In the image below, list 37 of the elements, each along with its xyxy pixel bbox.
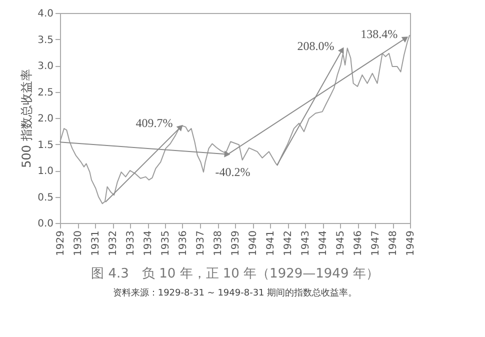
- annotation: 138.4%: [360, 27, 398, 42]
- y-tick-label: 2.0: [38, 114, 54, 124]
- y-tick-label: 3.5: [38, 34, 54, 46]
- y-tick-label: 1.5: [38, 140, 54, 151]
- x-tick-label: 1944: [318, 230, 329, 256]
- x-tick-label: 1935: [160, 230, 172, 256]
- annotation: 409.7%: [136, 116, 173, 130]
- x-tick-label: 1943: [300, 230, 312, 256]
- x-tick-label: 1946: [353, 230, 364, 256]
- x-tick-label: 1930: [73, 230, 84, 256]
- y-tick-label: 0.0: [38, 218, 54, 230]
- x-tick-label: 1936: [178, 230, 189, 256]
- x-tick-label: 1932: [108, 230, 119, 256]
- x-tick-label: 1939: [230, 230, 242, 256]
- text: 图 4.3 负 10 年，正 10 年（1929—1949 年）: [91, 266, 379, 282]
- y-tick-label: 0.5: [38, 192, 54, 204]
- x-tick-label: 1929: [56, 230, 66, 256]
- y-tick-label: 1.0: [38, 166, 54, 177]
- x-tick-label: 1941: [266, 230, 276, 256]
- x-tick-label: 1938: [213, 230, 224, 256]
- annotation: -40.2%: [215, 165, 250, 180]
- y-tick-label: 3.0: [38, 61, 54, 72]
- text: 资料来源：1929-8-31 ~ 1949-8-31 期间的指数总收益率。: [112, 287, 358, 298]
- x-tick-label: 1947: [370, 230, 382, 256]
- y-tick-label: 2.5: [38, 87, 54, 98]
- x-tick-label: 1948: [388, 230, 399, 256]
- x-tick-label: 1940: [248, 230, 259, 256]
- x-tick-label: 1949: [406, 230, 416, 256]
- x-tick-label: 1934: [143, 230, 154, 256]
- x-tick-label: 1942: [283, 230, 294, 256]
- annotation: 208.0%: [297, 38, 334, 53]
- x-tick-label: 1945: [336, 230, 346, 256]
- y-tick-label: 4.0: [38, 8, 54, 20]
- y-axis-title: 500 指数总收益率: [20, 69, 34, 168]
- x-tick-label: 1933: [126, 230, 136, 256]
- x-tick-label: 1937: [196, 230, 206, 256]
- x-tick-label: 1931: [90, 230, 102, 256]
